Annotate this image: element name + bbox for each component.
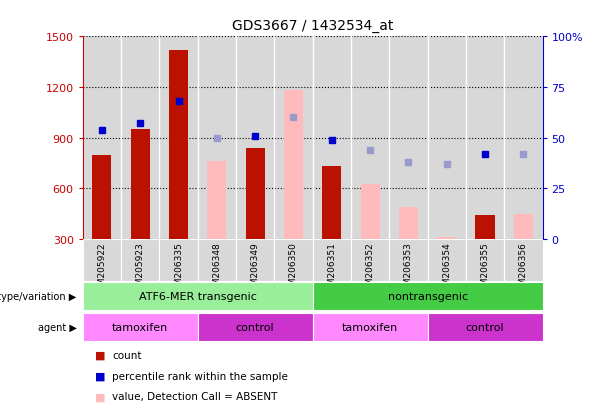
Text: tamoxifen: tamoxifen: [342, 322, 398, 332]
Bar: [313, 313, 428, 341]
Bar: [476, 216, 495, 240]
Text: GSM206349: GSM206349: [251, 242, 260, 296]
Bar: [313, 282, 543, 310]
Bar: [428, 37, 466, 240]
Text: ■: ■: [95, 350, 105, 360]
Bar: [83, 37, 121, 240]
Bar: [236, 240, 275, 281]
Bar: [428, 240, 466, 281]
Text: ■: ■: [95, 392, 105, 401]
Text: ■: ■: [95, 412, 105, 413]
Bar: [284, 91, 303, 240]
Bar: [236, 37, 275, 240]
Bar: [83, 240, 121, 281]
Bar: [169, 51, 188, 240]
Text: GSM206351: GSM206351: [327, 242, 337, 297]
Text: tamoxifen: tamoxifen: [112, 322, 169, 332]
Bar: [428, 313, 543, 341]
Text: GSM206348: GSM206348: [212, 242, 221, 296]
Bar: [504, 240, 543, 281]
Bar: [83, 282, 313, 310]
Bar: [351, 240, 389, 281]
Text: control: control: [466, 322, 504, 332]
Text: nontransgenic: nontransgenic: [387, 291, 468, 301]
Text: GSM206352: GSM206352: [365, 242, 375, 296]
Bar: [197, 313, 313, 341]
Bar: [313, 240, 351, 281]
Bar: [504, 37, 543, 240]
Bar: [437, 238, 456, 240]
Text: GSM205922: GSM205922: [97, 242, 107, 296]
Text: GSM206335: GSM206335: [174, 242, 183, 297]
Title: GDS3667 / 1432534_at: GDS3667 / 1432534_at: [232, 19, 394, 33]
Bar: [121, 37, 159, 240]
Text: GSM206354: GSM206354: [442, 242, 451, 296]
Text: count: count: [112, 350, 142, 360]
Text: GSM206350: GSM206350: [289, 242, 298, 297]
Bar: [389, 37, 428, 240]
Text: GSM206355: GSM206355: [481, 242, 490, 297]
Bar: [131, 130, 150, 240]
Text: ATF6-MER transgenic: ATF6-MER transgenic: [139, 291, 257, 301]
Text: control: control: [236, 322, 275, 332]
Bar: [197, 37, 236, 240]
Text: percentile rank within the sample: percentile rank within the sample: [112, 371, 288, 381]
Text: ■: ■: [95, 371, 105, 381]
Bar: [466, 37, 504, 240]
Text: GSM206353: GSM206353: [404, 242, 413, 297]
Bar: [466, 240, 504, 281]
Text: rank, Detection Call = ABSENT: rank, Detection Call = ABSENT: [112, 412, 273, 413]
Bar: [351, 37, 389, 240]
Bar: [322, 167, 341, 240]
Bar: [514, 214, 533, 240]
Text: agent ▶: agent ▶: [38, 322, 77, 332]
Bar: [159, 240, 197, 281]
Bar: [246, 148, 265, 240]
Bar: [197, 240, 236, 281]
Text: GSM206356: GSM206356: [519, 242, 528, 297]
Bar: [93, 155, 112, 240]
Text: value, Detection Call = ABSENT: value, Detection Call = ABSENT: [112, 392, 278, 401]
Bar: [275, 240, 313, 281]
Bar: [83, 313, 197, 341]
Bar: [207, 162, 226, 240]
Bar: [275, 37, 313, 240]
Text: genotype/variation ▶: genotype/variation ▶: [0, 291, 77, 301]
Bar: [389, 240, 428, 281]
Bar: [360, 185, 379, 240]
Bar: [313, 37, 351, 240]
Text: GSM205923: GSM205923: [135, 242, 145, 296]
Bar: [159, 37, 197, 240]
Bar: [121, 240, 159, 281]
Bar: [399, 207, 418, 240]
